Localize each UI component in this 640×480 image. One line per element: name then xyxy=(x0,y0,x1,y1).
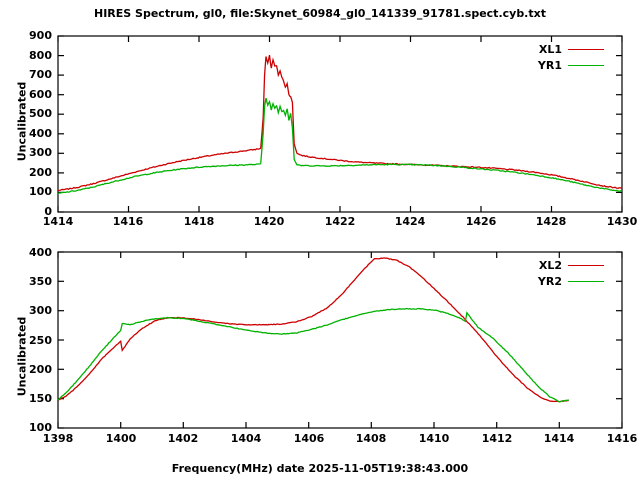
legend-swatch-YR1 xyxy=(568,64,604,66)
legend-swatch-XL2 xyxy=(568,264,604,266)
bottom-plot-panel: Uncalibrated xyxy=(0,240,640,480)
bottom-ytick-150: 150 xyxy=(29,392,52,405)
top-ytick-700: 700 xyxy=(29,68,52,81)
top-ytick-200: 200 xyxy=(29,166,52,179)
top-xtick-1420: 1420 xyxy=(253,215,285,228)
top-ytick-800: 800 xyxy=(29,49,52,62)
bottom-xtick-1414: 1414 xyxy=(543,432,575,445)
legend-label-XL2: XL2 xyxy=(538,258,562,272)
bottom-xtick-1402: 1402 xyxy=(167,432,199,445)
legend-label-XL1: XL1 xyxy=(538,42,562,56)
bottom-ytick-200: 200 xyxy=(29,363,52,376)
top-ytick-400: 400 xyxy=(29,127,52,140)
top-xtick-1414: 1414 xyxy=(42,215,74,228)
top-ytick-100: 100 xyxy=(29,185,52,198)
legend-label-YR2: YR2 xyxy=(537,274,562,288)
bottom-y-axis-label: Uncalibrated xyxy=(15,316,29,397)
legend-swatch-XL1 xyxy=(568,48,604,50)
bottom-series-group xyxy=(57,257,569,403)
bottom-xtick-1404: 1404 xyxy=(230,432,262,445)
top-xtick-1424: 1424 xyxy=(394,215,426,228)
bottom-xtick-1416: 1416 xyxy=(606,432,638,445)
top-xtick-1430: 1430 xyxy=(606,215,638,228)
legend-item-XL1: XL1 xyxy=(528,42,604,56)
top-xtick-1428: 1428 xyxy=(535,215,567,228)
bottom-ytick-300: 300 xyxy=(29,304,52,317)
bottom-plot-frame xyxy=(57,251,623,429)
bottom-xtick-1398: 1398 xyxy=(42,432,74,445)
series-line-YR2 xyxy=(57,307,569,403)
bottom-xtick-1400: 1400 xyxy=(105,432,137,445)
top-ytick-600: 600 xyxy=(29,88,52,101)
top-ytick-0: 0 xyxy=(44,205,52,218)
bottom-xtick-1410: 1410 xyxy=(418,432,450,445)
bottom-xtick-1412: 1412 xyxy=(481,432,513,445)
legend-item-YR2: YR2 xyxy=(528,274,604,288)
series-line-YR1 xyxy=(57,97,623,195)
page-title: HIRES Spectrum, gl0, file:Skynet_60984_g… xyxy=(94,7,546,20)
legend-item-XL2: XL2 xyxy=(528,258,604,272)
top-x-ticks xyxy=(57,36,623,212)
legend-swatch-YR2 xyxy=(568,280,604,282)
bottom-ytick-400: 400 xyxy=(29,246,52,259)
bottom-xtick-1406: 1406 xyxy=(293,432,325,445)
top-y-ticks xyxy=(58,35,622,213)
top-xtick-1416: 1416 xyxy=(112,215,144,228)
legend-item-YR1: YR1 xyxy=(528,58,604,72)
bottom-ytick-100: 100 xyxy=(29,421,52,434)
top-ytick-500: 500 xyxy=(29,107,52,120)
series-line-XL2 xyxy=(57,257,569,403)
top-ytick-300: 300 xyxy=(29,146,52,159)
bottom-plot-svg xyxy=(57,251,623,429)
top-ytick-900: 900 xyxy=(29,29,52,42)
bottom-x-ticks xyxy=(57,252,623,428)
top-series-group xyxy=(57,54,623,195)
top-xtick-1418: 1418 xyxy=(183,215,215,228)
top-plot-svg xyxy=(57,35,623,213)
bottom-xtick-1408: 1408 xyxy=(355,432,387,445)
series-line-XL1 xyxy=(57,54,623,192)
bottom-ytick-350: 350 xyxy=(29,275,52,288)
top-xtick-1426: 1426 xyxy=(465,215,497,228)
bottom-ytick-250: 250 xyxy=(29,334,52,347)
top-xtick-1422: 1422 xyxy=(324,215,356,228)
x-axis-label: Frequency(MHz) date 2025-11-05T19:38:43.… xyxy=(171,462,469,475)
top-plot-frame xyxy=(57,35,623,213)
top-plot-panel: Uncalibrated xyxy=(16,29,638,228)
legend-label-YR1: YR1 xyxy=(537,58,562,72)
